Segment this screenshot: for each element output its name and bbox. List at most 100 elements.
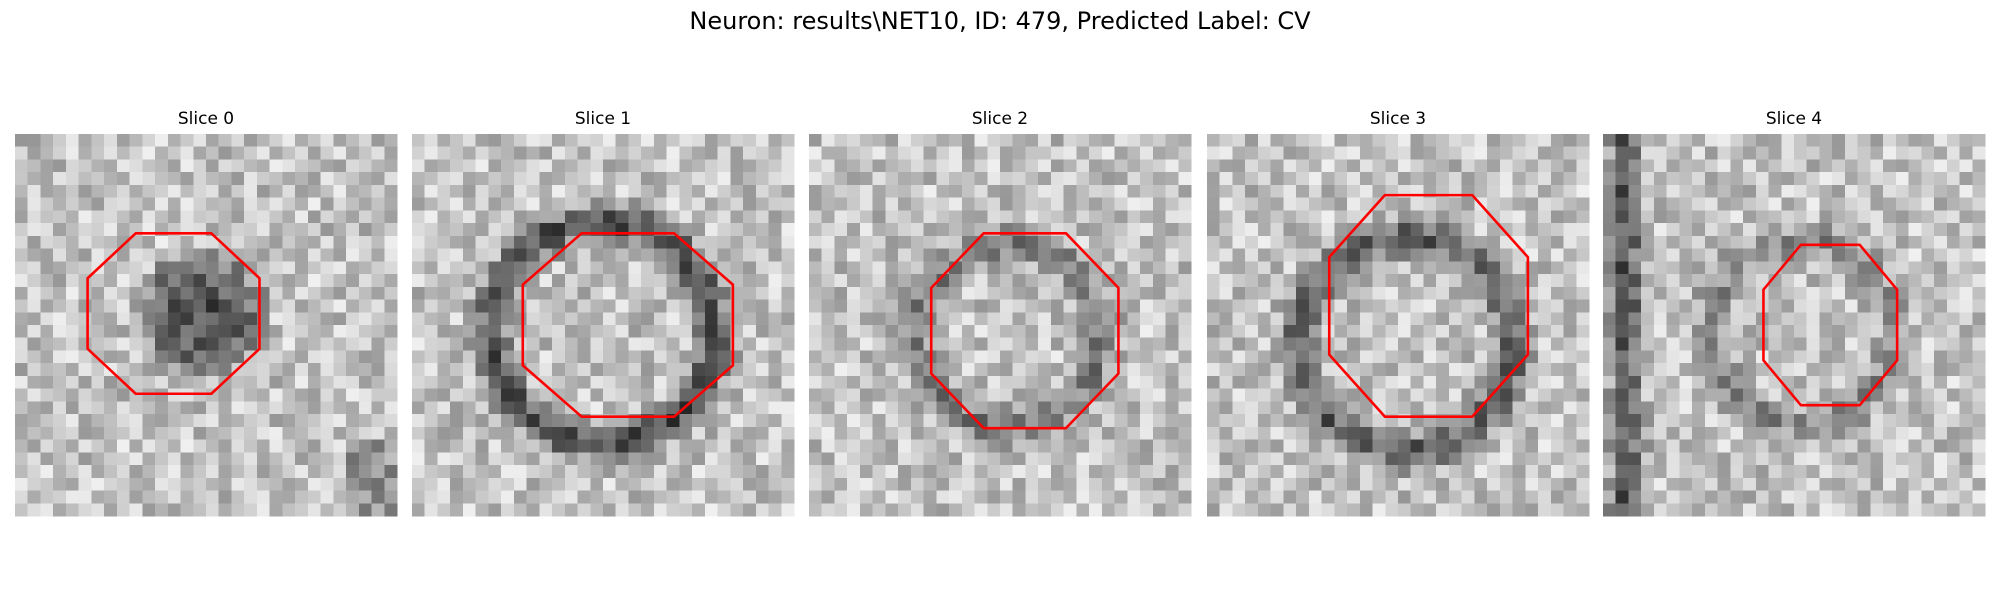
pixel [1232, 388, 1246, 402]
pixel [346, 414, 360, 428]
pixel [1512, 312, 1526, 326]
pixel [488, 146, 502, 161]
pixel [974, 172, 988, 186]
pixel [1359, 490, 1374, 504]
pixel [1870, 184, 1884, 199]
pixel [704, 363, 719, 377]
pixel [155, 274, 169, 288]
pixel [1794, 439, 1808, 453]
pixel [1781, 261, 1795, 275]
pixel [1359, 350, 1374, 364]
pixel [834, 388, 848, 402]
pixel [1448, 363, 1463, 377]
pixel [1806, 146, 1821, 161]
pixel [371, 210, 385, 224]
pixel [1781, 325, 1795, 339]
pixel [1921, 375, 1935, 390]
pixel [40, 286, 54, 301]
pixel [1423, 490, 1437, 504]
pixel [1321, 146, 1335, 161]
pixel [1730, 312, 1744, 326]
pixel [768, 286, 782, 301]
pixel [371, 414, 385, 428]
pixel [1448, 210, 1463, 224]
pixel [1410, 274, 1425, 288]
pixel [475, 465, 489, 479]
pixel [1781, 299, 1795, 313]
pixel [717, 465, 731, 479]
pixel [437, 350, 451, 364]
pixel [1410, 439, 1425, 453]
pixel [371, 223, 385, 237]
pixel [974, 159, 988, 173]
pixel [949, 337, 963, 352]
pixel [1270, 465, 1284, 479]
pixel [1347, 503, 1361, 517]
pixel [424, 477, 439, 492]
pixel [27, 223, 42, 237]
pixel [1063, 426, 1077, 441]
pixel [450, 452, 464, 466]
pixel [577, 197, 591, 211]
pixel [949, 350, 963, 364]
pixel [475, 414, 489, 428]
pixel [564, 184, 579, 199]
pixel [1474, 210, 1488, 224]
pixel [333, 274, 347, 288]
pixel [641, 465, 655, 479]
pixel [78, 172, 92, 186]
pixel [1628, 452, 1642, 466]
pixel [1152, 337, 1167, 352]
pixel [142, 134, 156, 148]
pixel [501, 439, 515, 453]
pixel [1114, 337, 1128, 352]
pixel [1743, 426, 1757, 441]
pixel [53, 465, 67, 479]
pixel [1127, 261, 1141, 275]
pixel [552, 477, 566, 492]
pixel [1334, 375, 1348, 390]
pixel [755, 452, 770, 466]
pixel [755, 388, 770, 402]
pixel [320, 235, 334, 250]
pixel [1257, 452, 1272, 466]
pixel [1512, 223, 1526, 237]
pixel [821, 134, 836, 148]
pixel [155, 503, 169, 517]
pixel [974, 414, 988, 428]
pixel [1127, 134, 1141, 148]
pixel [320, 375, 334, 390]
pixel [1038, 503, 1052, 517]
pixel [1372, 337, 1386, 352]
pixel [679, 363, 693, 377]
pixel [987, 134, 1001, 148]
pixel [320, 325, 334, 339]
pixel [872, 465, 886, 479]
pixel [1207, 426, 1221, 441]
pixel [1946, 146, 1961, 161]
pixel [1207, 261, 1221, 275]
pixel [40, 452, 54, 466]
pixel [269, 426, 283, 441]
pixel [898, 223, 912, 237]
pixel [1895, 465, 1910, 479]
pixel [371, 134, 385, 148]
pixel [1334, 172, 1348, 186]
pixel [1089, 184, 1103, 199]
pixel [961, 490, 976, 504]
pixel [1089, 134, 1103, 148]
pixel [692, 375, 706, 390]
pixel [1768, 159, 1782, 173]
pixel [450, 465, 464, 479]
pixel [974, 337, 988, 352]
pixel [539, 299, 553, 313]
pixel [704, 414, 719, 428]
pixel [1012, 477, 1027, 492]
pixel [1806, 274, 1821, 288]
pixel [40, 490, 54, 504]
pixel [1347, 325, 1361, 339]
pixel [666, 490, 680, 504]
pixel [78, 401, 92, 415]
pixel [384, 312, 398, 326]
pixel [167, 299, 182, 313]
